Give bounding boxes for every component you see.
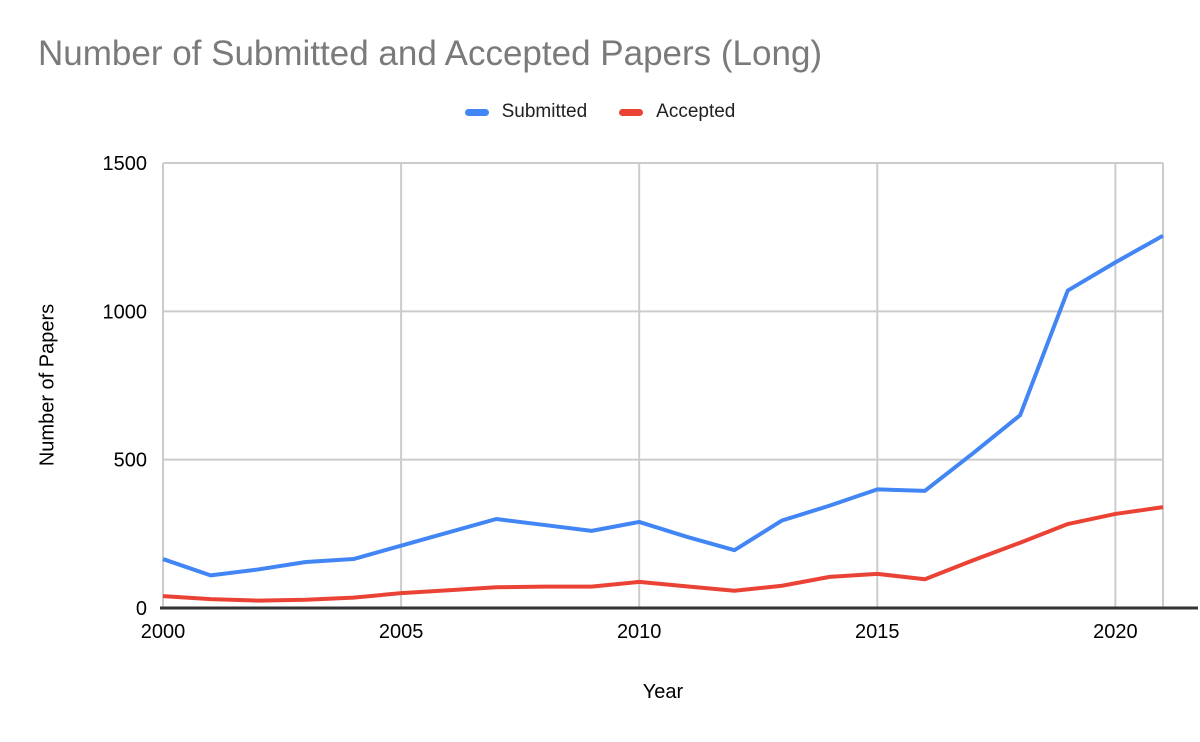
x-tick-label-2000: 2000 [141, 621, 186, 643]
y-tick-label-500: 500 [114, 450, 147, 472]
y-axis-title: Number of Papers [36, 303, 59, 467]
accepted-line-swatch-icon [619, 108, 644, 116]
legend: Submitted Accepted [0, 101, 1200, 123]
accepted-data-line[interactable] [162, 505, 1164, 603]
gridlines [162, 162, 1164, 608]
y-tick-label-1500: 1500 [103, 153, 148, 175]
legend-item-submitted[interactable]: Submitted [464, 101, 588, 123]
submitted-data-line[interactable] [162, 233, 1164, 578]
x-axis-title: Year [642, 681, 684, 703]
series-lines [162, 233, 1164, 603]
legend-label-submitted: Submitted [501, 101, 588, 122]
legend-item-accepted[interactable]: Accepted [619, 101, 735, 123]
x-tick-label-2005: 2005 [379, 621, 424, 643]
chart-title: Number of Submitted and Accepted Papers … [38, 34, 823, 73]
x-tick-label-2010: 2010 [617, 621, 662, 643]
y-tick-label-1000: 1000 [103, 301, 148, 323]
submitted-line-swatch-icon [464, 108, 489, 116]
axis-tick-labels: 0 500 1000 1500 2000 2005 2010 2015 2020 [103, 153, 1138, 643]
y-tick-label-0: 0 [136, 598, 147, 620]
legend-label-accepted: Accepted [656, 101, 736, 122]
x-tick-label-2015: 2015 [855, 621, 900, 643]
x-tick-label-2020: 2020 [1093, 621, 1138, 643]
